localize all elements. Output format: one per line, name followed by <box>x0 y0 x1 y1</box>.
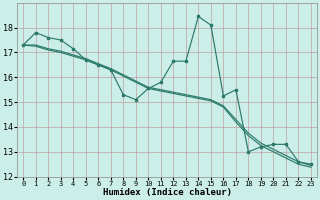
X-axis label: Humidex (Indice chaleur): Humidex (Indice chaleur) <box>103 188 232 197</box>
